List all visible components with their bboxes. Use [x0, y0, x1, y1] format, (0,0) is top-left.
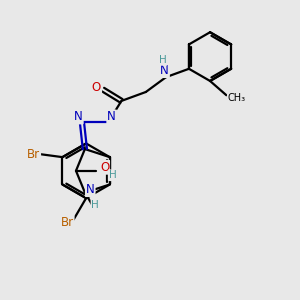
- Text: N: N: [107, 110, 116, 124]
- Text: H: H: [159, 55, 167, 65]
- Text: N: N: [160, 64, 169, 77]
- Text: N: N: [74, 110, 83, 124]
- Text: N: N: [86, 183, 94, 196]
- Text: Br: Br: [27, 148, 40, 161]
- Text: H: H: [92, 200, 99, 210]
- Text: O: O: [92, 81, 101, 94]
- Text: Br: Br: [61, 216, 74, 229]
- Text: CH₃: CH₃: [228, 93, 246, 103]
- Text: O: O: [100, 161, 109, 174]
- Text: H: H: [109, 170, 116, 180]
